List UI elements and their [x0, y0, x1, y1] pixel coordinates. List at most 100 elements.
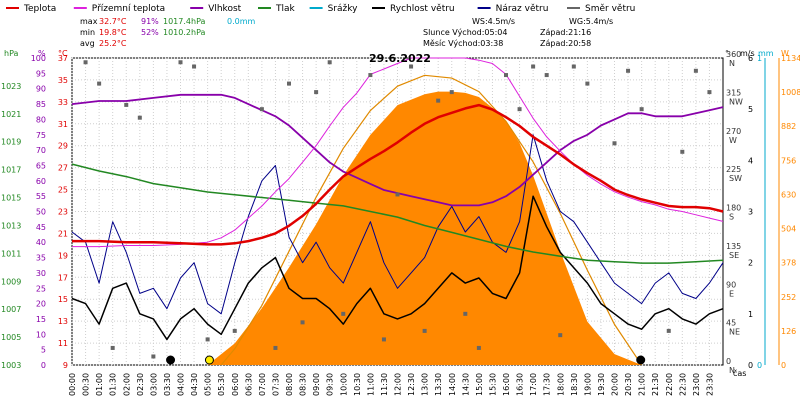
watt-axis-tick: 756: [781, 156, 796, 165]
celsius-axis-tick: 13: [58, 317, 68, 326]
x-axis-tick: 22:30: [678, 373, 687, 396]
celsius-axis-tick: 15: [58, 295, 68, 304]
hpa-axis-tick: 1023: [1, 82, 21, 91]
watt-axis-tick: 126: [781, 327, 796, 336]
hpa-axis-tick: 1011: [1, 249, 21, 258]
wind-direction-point: [626, 68, 631, 73]
watt-axis-tick: 504: [781, 225, 796, 234]
x-axis-tick: 19:30: [597, 373, 606, 396]
chart-title: 29.6.2022: [369, 52, 431, 65]
hpa-axis-tick: 1013: [1, 221, 21, 230]
x-axis-tick: 12:30: [407, 373, 416, 396]
percent-axis-tick: 60: [36, 177, 46, 186]
celsius-axis-tick: 17: [58, 273, 68, 282]
stat-max-press: 1017.4hPa: [163, 17, 206, 26]
x-axis-tick: 21:30: [651, 373, 660, 396]
ms-axis-tick: 3: [748, 208, 753, 217]
wind-direction-point: [381, 337, 386, 342]
wind-speed-line: [71, 195, 724, 341]
wind-direction-point: [585, 81, 590, 86]
stat-max-temp: 32.7°C: [99, 17, 127, 26]
x-axis-tick: 17:30: [543, 373, 552, 396]
x-axis-tick: 11:00: [366, 373, 375, 396]
wind-direction-point: [327, 60, 332, 65]
x-axis-tick: 04:30: [190, 373, 199, 396]
celsius-axis-tick: 9: [63, 361, 68, 370]
legend: Teplota Přízemní teplota Vlhkost Tlak Srážky…: [6, 4, 635, 14]
mm-axis-tick: 0: [757, 361, 762, 370]
direction-label: SE: [729, 251, 739, 260]
legend-label: Tlak: [275, 4, 296, 14]
wind-direction-point: [476, 345, 481, 350]
wind-direction-point: [314, 90, 319, 95]
wind-direction-point: [680, 149, 685, 154]
wind-direction-point: [151, 354, 156, 359]
legend-label: Vlhkost: [208, 4, 241, 14]
watt-axis-label: W: [781, 49, 789, 58]
wind-direction-point: [287, 81, 291, 86]
wind-direction-point: [558, 333, 563, 338]
x-axis-tick: 04:00: [177, 373, 186, 396]
wind-sun-moon-info: WS:4.5m/s WG:5.4m/s Slunce Východ:05:04 …: [423, 17, 613, 48]
x-axis-tick: 07:00: [258, 373, 267, 396]
solar-radiation-area: [207, 91, 642, 365]
degrees-axis-tick: 315: [726, 88, 741, 97]
wind-direction-point: [137, 115, 142, 120]
wind-direction-point: [192, 64, 197, 69]
x-axis-tick: 02:30: [136, 373, 145, 396]
ms-axis-tick: 6: [748, 54, 753, 63]
x-axis-tick: 20:30: [624, 373, 633, 396]
x-axis-tick: 16:30: [516, 373, 525, 396]
wind-gust-line: [71, 134, 724, 315]
sunrise-marker: [204, 355, 214, 365]
info-wg: WG:5.4m/s: [569, 17, 613, 26]
wind-direction-point: [463, 311, 468, 316]
mm-axis-tick: 1: [757, 54, 762, 63]
x-axis-tick: 03:30: [163, 373, 172, 396]
ms-axis-tick: 2: [748, 259, 753, 268]
x-axis-label: čas: [733, 368, 746, 378]
x-axis-tick: 14:30: [461, 373, 470, 396]
x-axis-tick: 06:00: [231, 373, 240, 396]
stat-min-temp: 19.8°C: [99, 28, 127, 37]
wind-direction-point: [422, 328, 427, 333]
celsius-axis-label: °C: [58, 49, 68, 58]
x-axis-tick: 05:00: [204, 373, 213, 396]
celsius-axis-tick: 21: [58, 229, 68, 238]
percent-axis-tick: 85: [36, 100, 46, 109]
celsius-axis-tick: 29: [58, 142, 68, 151]
percent-axis-tick: 90: [36, 85, 46, 94]
celsius-axis-tick: 27: [58, 164, 68, 173]
stat-avg-temp: 25.2°C: [99, 39, 127, 48]
wind-direction-point: [368, 73, 373, 78]
moonrise-marker: [166, 355, 176, 365]
celsius-axis-tick: 33: [58, 98, 68, 107]
wind-direction-point: [436, 98, 441, 103]
legend-label: Teplota: [23, 4, 56, 14]
wind-direction-point: [612, 141, 617, 146]
legend-label: Rychlost větru: [390, 4, 455, 14]
wind-direction-point: [124, 102, 129, 107]
stat-avg-label: avg: [80, 39, 95, 48]
plot-area: [71, 57, 724, 366]
hpa-axis-tick: 1007: [1, 305, 21, 314]
percent-axis-tick: 65: [36, 161, 46, 170]
ms-axis-tick: 0: [748, 361, 753, 370]
ms-axis-tick: 1: [748, 310, 753, 319]
watt-axis-tick: 882: [781, 122, 796, 131]
moonset-marker: [636, 355, 646, 365]
percent-axis-tick: 30: [36, 269, 46, 278]
x-axis-tick: 10:30: [353, 373, 362, 396]
celsius-axis-tick: 11: [58, 339, 68, 348]
wind-direction-point: [395, 192, 400, 197]
x-axis-tick: 19:00: [583, 373, 592, 396]
percent-axis-tick: 95: [36, 69, 46, 78]
x-axis-tick: 17:00: [529, 373, 538, 396]
x-axis-tick: 23:30: [705, 373, 714, 396]
legend-label: Srážky: [328, 4, 359, 14]
degrees-axis-tick: 0: [726, 357, 731, 366]
x-axis-tick: 12:00: [394, 373, 403, 396]
x-axis-tick: 14:00: [448, 373, 457, 396]
wind-direction-point: [178, 60, 183, 65]
legend-label: Náraz větru: [496, 4, 549, 14]
